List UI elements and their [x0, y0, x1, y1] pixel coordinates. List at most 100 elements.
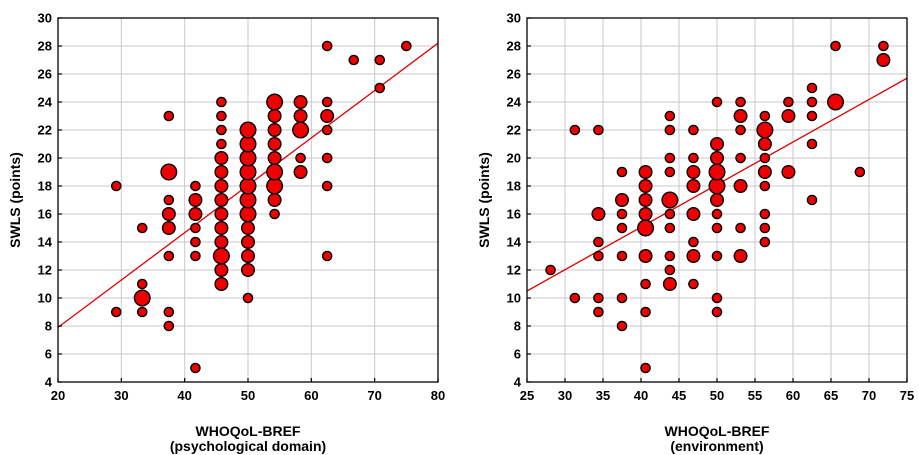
left-y-tick-label: 6 [45, 347, 52, 362]
left-y-tick-label: 30 [38, 11, 52, 26]
right-x-tick-label: 70 [862, 388, 876, 403]
right-data-point [593, 124, 604, 136]
right-data-point [710, 136, 725, 151]
right-data-point [591, 206, 606, 221]
right-x-tick-label: 30 [558, 388, 572, 403]
right-data-point [827, 93, 845, 111]
right-data-point [686, 248, 701, 263]
left-points [110, 40, 412, 374]
left-y-tick-label: 8 [45, 319, 52, 334]
right-data-point [593, 250, 604, 262]
right-data-point [757, 136, 772, 151]
right-data-point [640, 306, 651, 318]
right-data-point [545, 264, 556, 276]
right-data-point [806, 138, 818, 150]
right-y-tick-label: 14 [507, 235, 522, 250]
left-data-point [163, 194, 175, 206]
right-data-point [783, 96, 794, 108]
right-data-point [615, 192, 630, 207]
right-data-point [781, 108, 796, 123]
right-data-point [806, 194, 818, 206]
left-data-point [136, 306, 148, 318]
right-data-point [806, 96, 818, 108]
left-data-point [321, 96, 333, 108]
left-data-point [348, 54, 360, 66]
right-data-point [876, 53, 891, 68]
left-data-point [267, 150, 282, 165]
right-x-tick-label: 55 [748, 388, 762, 403]
left-data-point [214, 234, 229, 249]
right-data-point [664, 264, 676, 276]
right-data-point [710, 150, 725, 165]
right-ticks: 25 30 35 40 45 50 55 60 65 70 75 4 6 8 10 12 14 16 18 20 22 2… [507, 11, 915, 404]
left-data-point [321, 180, 333, 192]
right-x-axis-title: WHOQoL-BREF [665, 423, 770, 439]
left-data-point [239, 121, 257, 139]
left-data-point [214, 164, 229, 179]
left-data-point [133, 289, 151, 307]
right-y-tick-label: 16 [507, 207, 521, 222]
left-y-tick-label: 18 [38, 179, 52, 194]
right-data-point [638, 178, 653, 193]
left-data-point [267, 192, 282, 207]
left-data-point [188, 206, 203, 221]
right-y-tick-label: 22 [507, 123, 521, 138]
left-data-point [374, 82, 386, 94]
right-y-tick-label: 12 [507, 263, 521, 278]
left-data-point [188, 192, 203, 207]
left-data-point [239, 149, 257, 167]
right-data-point [640, 362, 651, 374]
right-y-tick-label: 20 [507, 151, 521, 166]
left-data-point [216, 124, 227, 136]
right-data-point [710, 192, 725, 207]
left-data-point [214, 150, 229, 165]
right-scatter-panel: 25 30 35 40 45 50 55 60 65 70 75 4 6 8 10 12 14 16 18 20 22 2… [476, 11, 914, 455]
left-y-tick-label: 4 [45, 375, 53, 390]
left-data-point [374, 54, 386, 66]
right-y-tick-label: 26 [507, 67, 521, 82]
left-data-point [239, 163, 257, 181]
right-x-tick-label: 25 [520, 388, 534, 403]
right-data-point [711, 208, 723, 220]
left-data-point [190, 250, 201, 262]
right-data-point [830, 40, 841, 52]
right-data-point [733, 178, 748, 193]
left-x-tick-label: 40 [177, 388, 191, 403]
left-data-point [214, 263, 229, 278]
right-data-point [735, 152, 746, 164]
right-x-tick-label: 60 [786, 388, 800, 403]
right-data-point [664, 222, 676, 234]
left-data-point [136, 222, 148, 234]
right-y-tick-label: 4 [514, 375, 522, 390]
left-data-point [216, 110, 227, 122]
right-y-tick-label: 18 [507, 179, 521, 194]
left-data-point [214, 220, 229, 235]
right-data-point [781, 164, 796, 179]
left-data-point [293, 108, 308, 123]
left-data-point [267, 122, 282, 137]
left-data-point [321, 250, 333, 262]
right-x-tick-label: 75 [900, 388, 914, 403]
left-data-point [110, 180, 122, 192]
right-y-tick-label: 6 [514, 347, 521, 362]
right-data-point [711, 96, 723, 108]
right-data-point [688, 124, 699, 136]
left-x-axis-subtitle: (psychological domain) [170, 438, 326, 454]
left-data-point [161, 220, 176, 235]
right-data-point [733, 108, 748, 123]
left-x-tick-label: 50 [241, 388, 255, 403]
left-ticks: 20 30 40 50 60 70 80 4 6 8 10 12 14 16 18 20 22 24 26 28 30 [38, 11, 446, 404]
left-y-axis-title: SWLS (points) [7, 152, 23, 248]
right-data-point [616, 208, 628, 220]
right-data-point [664, 208, 676, 220]
right-data-point [664, 124, 676, 136]
right-data-point [638, 164, 653, 179]
left-data-point [240, 263, 255, 278]
left-data-point [239, 177, 257, 195]
left-data-point [321, 152, 333, 164]
right-data-point [664, 152, 676, 164]
right-x-tick-label: 35 [596, 388, 610, 403]
right-y-axis-title: SWLS (points) [476, 152, 492, 248]
left-data-point [266, 177, 284, 195]
left-data-point [239, 205, 257, 223]
